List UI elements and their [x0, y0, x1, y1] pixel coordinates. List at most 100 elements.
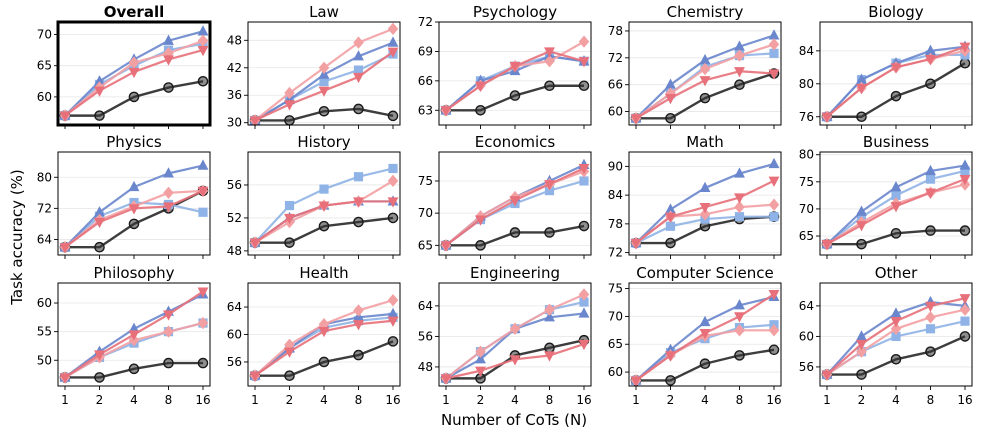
x-tick-label: 1	[61, 393, 69, 407]
data-point-s_gray	[544, 227, 555, 238]
y-tick-label: 64	[227, 300, 242, 314]
data-point-s_gray	[94, 372, 105, 383]
data-point-s_blue	[856, 205, 867, 216]
data-point-s_red	[509, 62, 521, 73]
data-point-s_pink	[284, 86, 295, 100]
data-point-s_gray	[890, 228, 902, 239]
data-point-s_blue	[197, 25, 209, 36]
data-point-s_red	[544, 47, 555, 58]
data-point-s_gray	[128, 218, 140, 230]
data-point-s_red	[890, 202, 902, 213]
panel-overall: 60 65 70 Overall	[37, 3, 212, 129]
y-tick-label: 52	[227, 211, 242, 225]
data-point-s_gray	[318, 356, 330, 368]
data-point-s_gray	[959, 225, 971, 236]
data-point-s_pink	[578, 288, 590, 301]
data-point-s_pink	[734, 49, 745, 62]
data-point-s_gray	[544, 80, 555, 92]
data-point-s_pink	[509, 322, 521, 335]
data-point-s_lblue	[579, 176, 589, 186]
data-point-s_red	[249, 116, 261, 127]
y-tick-label: 75	[418, 174, 433, 188]
panels-group: 606570Overall30364248Law63666972Psycholo…	[37, 3, 973, 407]
x-tick-label: 1	[823, 393, 831, 407]
data-point-s_gray	[925, 225, 936, 236]
data-point-s_blue	[699, 181, 711, 193]
data-point-s_gray	[128, 363, 140, 375]
data-point-s_red	[630, 238, 642, 250]
data-point-s_pink	[387, 22, 399, 36]
y-tick-label: 42	[227, 61, 242, 75]
data-point-s_gray	[925, 78, 936, 90]
data-point-s_pink	[890, 322, 902, 335]
data-point-s_red	[856, 221, 867, 232]
data-point-s_gray	[544, 342, 555, 354]
data-point-s_gray	[578, 220, 590, 232]
panel-math: 72 78 84 90 Math	[608, 133, 782, 260]
data-point-s_gray	[163, 357, 174, 369]
x-tick-label: 16	[385, 393, 400, 407]
data-point-s_lblue	[925, 324, 936, 334]
data-point-s_red	[821, 370, 833, 381]
y-tick-label: 56	[227, 178, 242, 192]
panel-history: 48 52 56 History	[227, 133, 401, 259]
x-tick-label: 16	[195, 393, 210, 407]
x-axis-label: Number of CoTs (N)	[441, 411, 587, 429]
data-point-s_red	[509, 196, 521, 207]
y-tick-label: 65	[37, 59, 52, 73]
x-tick-label: 4	[701, 393, 709, 407]
data-point-s_red	[856, 83, 867, 95]
data-point-s_red	[197, 186, 209, 198]
data-point-s_gray	[699, 92, 711, 104]
panel-physics: 64 72 80 Physics	[37, 133, 211, 259]
panel-psychology: 63 66 69 72 Psychology	[418, 3, 592, 129]
data-point-s_red	[630, 376, 642, 387]
x-tick-label: 4	[320, 393, 328, 407]
panel-chemistry: 60 66 72 78 Chemistry	[608, 3, 782, 129]
data-point-s_blue	[768, 157, 780, 169]
y-tick-label: 60	[227, 328, 242, 342]
panel-law: 30 36 42 48 Law	[227, 3, 401, 130]
x-tick-label: 8	[546, 393, 554, 407]
data-point-s_red	[959, 294, 971, 305]
data-point-s_red	[440, 241, 452, 252]
y-tick-label: 72	[608, 246, 623, 260]
data-point-s_pink	[544, 55, 555, 68]
y-tick-label: 48	[227, 33, 242, 47]
y-axis-label: Task accuracy (%)	[8, 169, 26, 306]
data-point-s_red	[128, 330, 140, 341]
data-point-s_red	[959, 175, 971, 186]
data-point-s_red	[197, 45, 209, 57]
y-tick-label: 63	[418, 103, 433, 117]
data-point-s_gray	[163, 82, 174, 93]
data-point-s_gray	[94, 110, 105, 121]
y-tick-label: 56	[799, 360, 814, 374]
panel-computer-science: 60 65 70 75 1 2 4 8 16 Computer Science	[608, 264, 782, 407]
y-tick-label: 72	[608, 51, 623, 65]
data-point-s_blue	[665, 78, 676, 89]
data-point-s_red	[959, 42, 971, 53]
data-point-s_red	[544, 180, 555, 191]
data-point-s_blue	[475, 353, 486, 364]
x-tick-label: 2	[858, 393, 866, 407]
y-tick-label: 66	[418, 74, 433, 88]
data-point-s_lblue	[769, 212, 779, 222]
data-point-s_lblue	[319, 184, 329, 194]
x-tick-label: 2	[477, 393, 485, 407]
data-point-s_red	[821, 240, 833, 251]
y-tick-label: 72	[418, 15, 433, 29]
data-point-s_gray	[475, 104, 486, 116]
panel-title: Biology	[868, 3, 924, 21]
panel-business: 65 70 75 80 Business	[799, 133, 973, 259]
data-point-s_blue	[163, 34, 174, 45]
panel-biology: 76 80 84 Biology	[799, 3, 973, 129]
y-tick-label: 65	[799, 229, 814, 243]
data-point-s_red	[94, 350, 105, 361]
y-tick-label: 56	[227, 355, 242, 369]
data-point-s_red	[163, 310, 174, 321]
data-point-s_red	[925, 188, 936, 199]
data-point-s_red	[284, 100, 295, 111]
data-point-s_red	[387, 47, 399, 58]
y-tick-label: 80	[37, 170, 52, 184]
x-tick-label: 8	[165, 393, 173, 407]
